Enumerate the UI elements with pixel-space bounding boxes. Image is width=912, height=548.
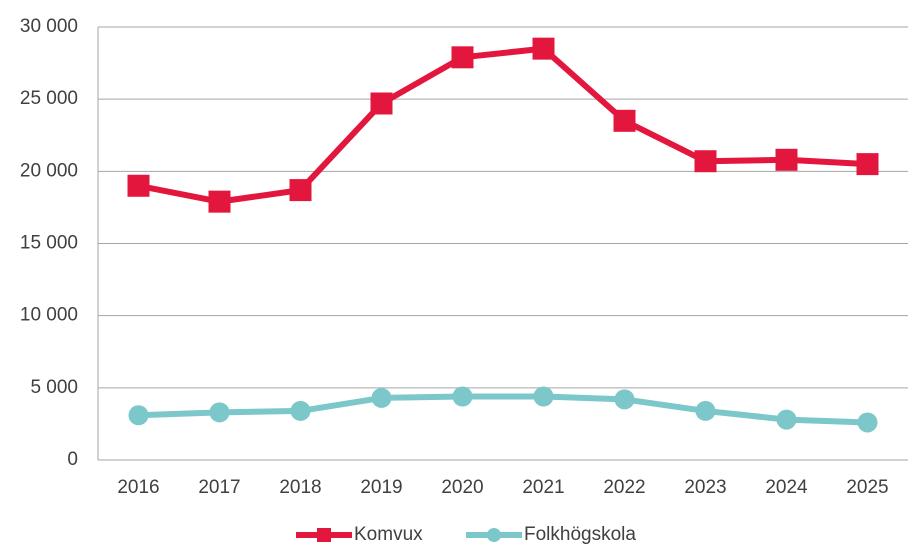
legend-marker — [317, 528, 331, 542]
series-line — [137, 45, 868, 205]
x-tick-label: 2022 — [603, 477, 645, 498]
x-tick-label: 2020 — [441, 477, 483, 498]
marker — [289, 179, 312, 202]
marker — [776, 409, 797, 430]
marker — [614, 389, 635, 410]
marker — [452, 386, 473, 407]
x-tick-label: 2025 — [846, 477, 888, 498]
y-tick-label: 10 000 — [20, 305, 78, 326]
marker — [775, 148, 798, 171]
marker — [128, 405, 149, 426]
x-tick-label: 2018 — [279, 477, 321, 498]
marker — [856, 153, 879, 176]
y-tick-label: 25 000 — [20, 88, 78, 109]
marker — [613, 109, 636, 132]
y-tick-label: 20 000 — [20, 160, 78, 181]
marker — [208, 190, 231, 213]
marker — [695, 400, 716, 421]
marker — [209, 402, 230, 423]
marker — [694, 150, 717, 173]
marker — [533, 386, 554, 407]
marker — [857, 412, 878, 433]
marker — [370, 92, 393, 115]
legend-label: Folkhögskola — [524, 524, 636, 545]
y-tick-label: 30 000 — [20, 16, 78, 37]
legend-marker — [487, 528, 501, 542]
marker — [532, 37, 555, 60]
x-tick-label: 2023 — [684, 477, 726, 498]
x-tick-label: 2024 — [765, 477, 808, 498]
y-tick-label: 15 000 — [20, 233, 78, 254]
y-tick-label: 5 000 — [30, 377, 78, 398]
series-line — [138, 393, 868, 426]
y-tick-label: 0 — [67, 449, 78, 470]
x-tick-label: 2017 — [198, 477, 240, 498]
x-tick-label: 2021 — [522, 477, 564, 498]
marker — [127, 174, 150, 197]
x-tick-label: 2016 — [117, 477, 159, 498]
x-tick-label: 2019 — [360, 477, 402, 498]
legend-label: Komvux — [354, 524, 423, 545]
marker — [451, 46, 474, 69]
marker — [371, 387, 392, 408]
marker — [290, 400, 311, 421]
